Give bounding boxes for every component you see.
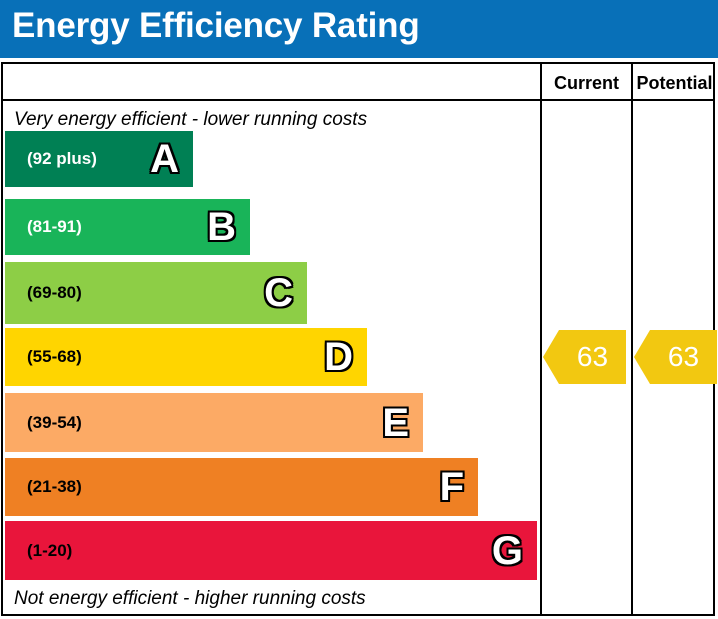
rating-band-e: (39-54) E [5, 393, 423, 452]
potential-column-divider [631, 62, 633, 616]
rating-band-letter-g: G [491, 528, 525, 573]
page-title: Energy Efficiency Rating [12, 6, 420, 45]
rating-band-c: (69-80) C [5, 262, 307, 324]
rating-indicator-value-potential: 63 [667, 341, 700, 372]
rating-band-range-b: (81-91) [27, 217, 82, 236]
rating-band-g: (1-20) G [5, 521, 537, 580]
rating-band-f: (21-38) F [5, 458, 478, 516]
column-header-current: Current [553, 73, 619, 93]
rating-band-letter-e: E [381, 400, 410, 445]
rating-indicator-potential: 63 [634, 330, 717, 384]
chart-title-bar: Energy Efficiency Rating [0, 0, 718, 58]
rating-indicator-current: 63 [543, 330, 626, 384]
header-row-separator [1, 99, 715, 101]
arrow-left-icon [543, 330, 626, 384]
caption-bottom: Not energy efficient - higher running co… [14, 588, 366, 609]
current-column-divider [540, 62, 542, 616]
rating-band-range-c: (69-80) [27, 283, 82, 302]
rating-band-letter-b: B [206, 205, 237, 249]
arrow-left-icon [634, 330, 717, 384]
rating-band-letter-f: F [438, 465, 465, 509]
rating-band-range-g: (1-20) [27, 540, 73, 560]
rating-indicator-value-current: 63 [576, 341, 609, 372]
rating-band-a: (92 plus) A [5, 131, 193, 187]
rating-band-range-f: (21-38) [27, 477, 82, 496]
rating-band-range-a: (92 plus) [27, 149, 97, 168]
rating-band-b: (81-91) B [5, 199, 250, 255]
rating-band-letter-d: D [323, 335, 354, 379]
rating-band-letter-a: A [149, 137, 180, 181]
caption-top: Very energy efficient - lower running co… [14, 109, 368, 130]
rating-band-d: (55-68) D [5, 328, 367, 386]
rating-band-range-d: (55-68) [27, 347, 82, 366]
rating-band-letter-c: C [263, 271, 294, 315]
column-header-potential: Potential [636, 73, 713, 93]
rating-band-range-e: (39-54) [27, 412, 82, 432]
